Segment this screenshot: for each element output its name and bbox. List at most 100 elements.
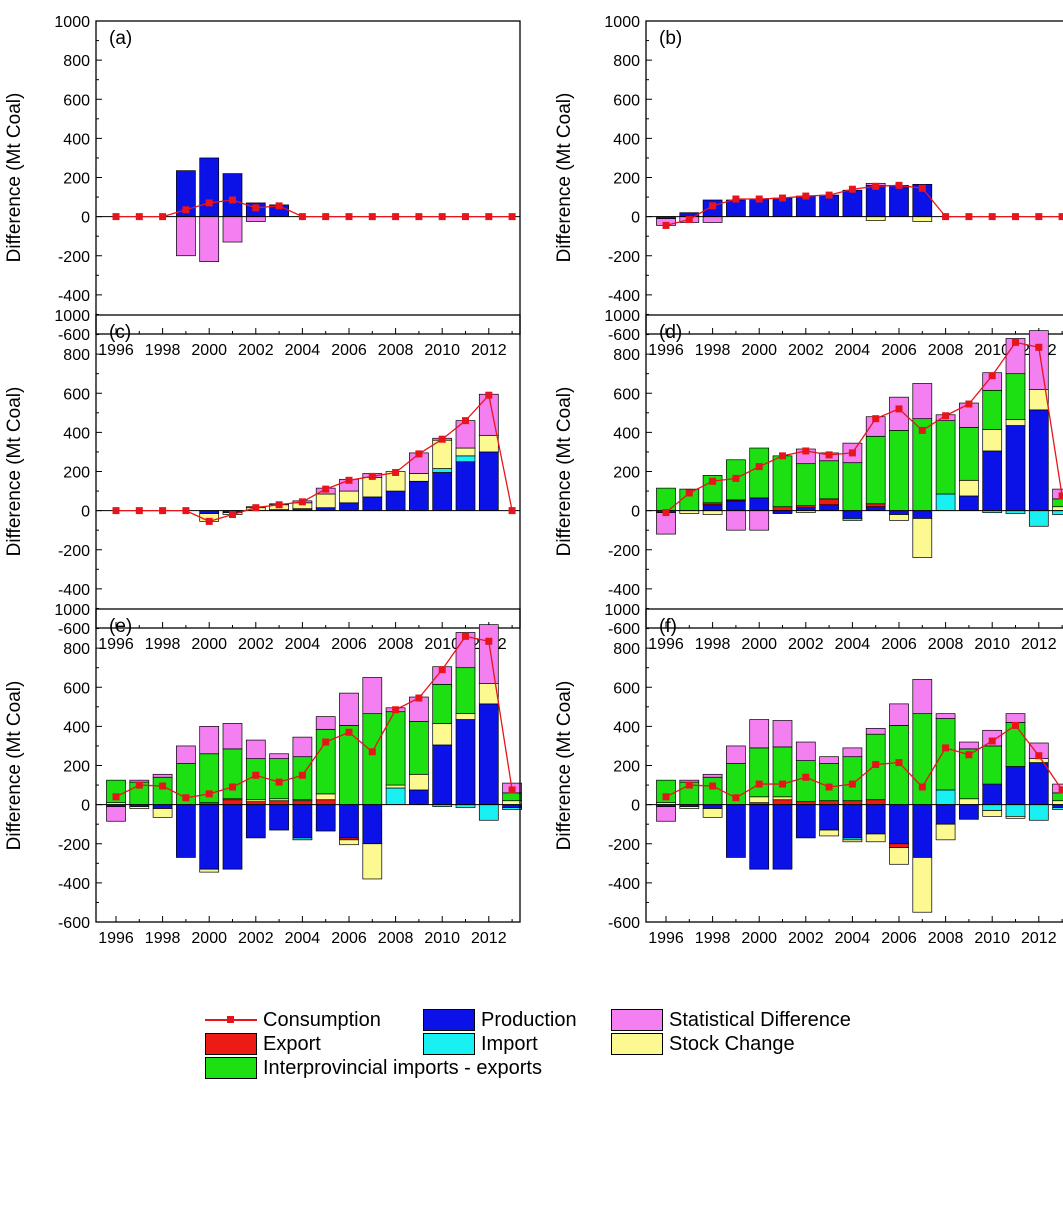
- consumption-point: [918, 783, 926, 791]
- bar-import: [478, 804, 499, 821]
- consumption-point: [252, 204, 260, 212]
- consumption-point: [462, 417, 469, 425]
- bar-stock-change: [912, 857, 933, 913]
- consumption-point: [205, 517, 213, 525]
- consumption-point: [802, 192, 810, 200]
- bar-statistical-difference: [819, 756, 839, 764]
- consumption-point: [462, 632, 469, 640]
- bar-production: [315, 804, 336, 832]
- consumption-point: [848, 185, 856, 193]
- bar-statistical-difference: [222, 216, 243, 243]
- y-tick-label: 800: [613, 53, 640, 70]
- bar-import: [935, 493, 956, 511]
- x-tick-label: 2004: [285, 636, 321, 653]
- bar-production: [842, 804, 863, 839]
- y-tick-label: 600: [613, 680, 640, 697]
- legend-label-consumption: Consumption: [263, 1008, 381, 1031]
- bar-production: [292, 804, 313, 839]
- consumption-point: [988, 737, 996, 745]
- bar-production: [865, 506, 886, 511]
- bar-interprovincial: [982, 389, 1003, 430]
- consumption-point: [988, 213, 996, 221]
- x-tick-label: 2000: [741, 930, 777, 947]
- consumption-point: [252, 771, 260, 779]
- y-tick-label: 0: [81, 798, 90, 815]
- bar-production: [455, 461, 476, 511]
- y-tick-label: 200: [63, 171, 90, 188]
- bar-interprovincial: [455, 667, 476, 715]
- bar-production: [409, 480, 429, 511]
- panel-c: -600 -400 -200 0 200 400 600 800 1000 1996 1998 200…: [4, 308, 521, 653]
- legend-label-interprovincial: Interprovincial imports - exports: [263, 1056, 542, 1079]
- x-tick-label: 2010: [974, 930, 1010, 947]
- bar-export: [842, 800, 863, 805]
- y-tick-label: 200: [63, 759, 90, 776]
- panel-label: (d): [659, 322, 682, 343]
- bar-statistical-difference: [865, 727, 886, 735]
- consumption-point: [438, 213, 446, 221]
- consumption-line: [665, 724, 1063, 799]
- bar-interprovincial: [935, 718, 956, 791]
- x-tick-label: 2002: [788, 342, 824, 359]
- bar-stock-change: [339, 839, 359, 846]
- consumption-line: [115, 635, 513, 799]
- consumption-point: [438, 435, 446, 443]
- consumption-point: [275, 501, 283, 509]
- bar-stock-change: [455, 447, 476, 457]
- bar-interprovincial: [865, 435, 886, 505]
- bar-stock-change: [982, 810, 1003, 817]
- x-tick-label: 2000: [741, 342, 777, 359]
- panel-label: (a): [109, 28, 132, 49]
- bar-export: [865, 799, 886, 805]
- legend-item-interprovincial: Interprovincial imports - exports: [205, 1056, 542, 1080]
- y-axis-label: Difference (Mt Coal): [554, 93, 575, 263]
- bar-statistical-difference: [292, 736, 313, 758]
- bar-production: [726, 804, 746, 858]
- y-axis-label: Difference (Mt Coal): [4, 681, 25, 851]
- bar-production: [726, 500, 746, 511]
- bar-interprovincial: [152, 776, 173, 805]
- bar-statistical-difference: [339, 692, 359, 726]
- x-tick-label: 2004: [285, 930, 321, 947]
- y-tick-label: -200: [608, 837, 640, 854]
- bar-statistical-difference: [1028, 330, 1049, 390]
- plot-frame: [95, 608, 521, 923]
- legend-item-export: Export: [205, 1032, 321, 1056]
- x-tick-label: 2010: [424, 342, 460, 359]
- bar-interprovincial: [1052, 792, 1063, 802]
- bar-production: [362, 804, 383, 845]
- bar-stock-change: [959, 798, 979, 805]
- consumption-point: [872, 182, 880, 190]
- bar-interprovincial: [1052, 498, 1063, 508]
- panel-e: -600 -400 -200 0 200 400 600 800 1000 1996 1998 200…: [4, 602, 522, 947]
- bar-stock-change: [362, 477, 383, 498]
- y-tick-label: -200: [608, 249, 640, 266]
- y-tick-label: 600: [613, 92, 640, 109]
- consumption-point: [732, 195, 740, 203]
- bar-interprovincial: [982, 745, 1003, 785]
- legend-item-consumption: Consumption: [205, 1008, 381, 1032]
- bar-stock-change: [959, 479, 979, 497]
- consumption-point: [942, 744, 950, 752]
- bar-production: [478, 703, 499, 805]
- consumption-point: [1012, 213, 1019, 221]
- bar-stock-change: [362, 843, 383, 880]
- consumption-point: [298, 213, 306, 221]
- y-tick-label: 600: [63, 386, 90, 403]
- x-tick-label: 2010: [424, 636, 460, 653]
- bar-production: [749, 497, 770, 511]
- bar-statistical-difference: [455, 420, 476, 449]
- bar-production: [959, 804, 979, 820]
- consumption-point: [872, 761, 880, 769]
- y-tick-label: 200: [63, 465, 90, 482]
- y-tick-label: 400: [613, 719, 640, 736]
- bar-stock-change: [199, 868, 220, 873]
- y-tick-label: -600: [58, 915, 90, 932]
- bar-interprovincial: [362, 713, 383, 805]
- consumption-point: [368, 213, 376, 221]
- export-swatch: [205, 1033, 257, 1055]
- bar-production: [935, 804, 956, 825]
- y-tick-label: 400: [613, 425, 640, 442]
- consumption-point: [848, 780, 856, 788]
- panel-f: -600 -400 -200 0 200 400 600 800 1000 1996 1998 200…: [554, 602, 1063, 947]
